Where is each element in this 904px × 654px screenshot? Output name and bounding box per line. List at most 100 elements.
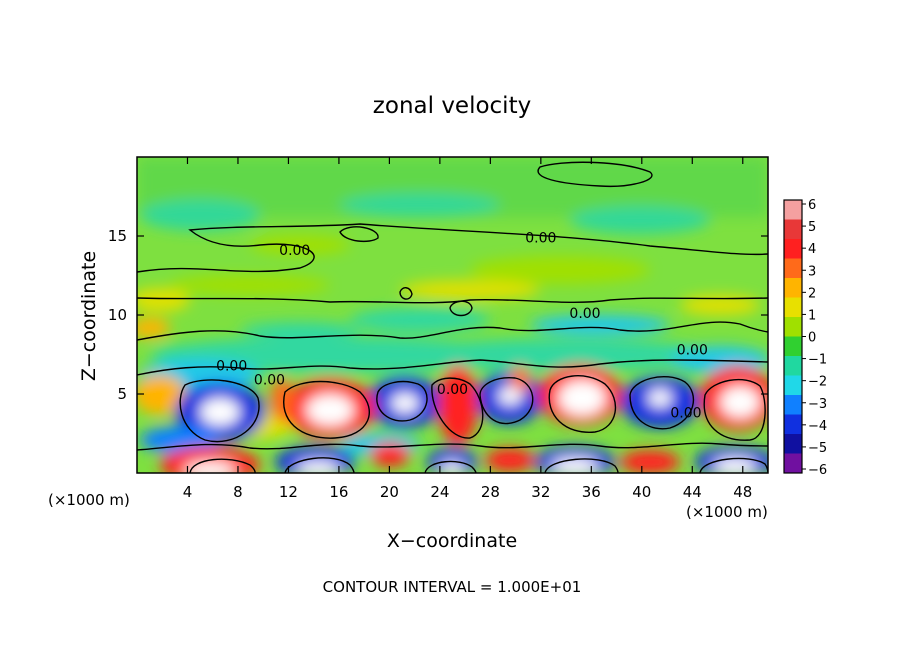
chart-title: zonal velocity [373, 93, 531, 119]
field-patch [296, 461, 340, 473]
colorbar-tick-label: −2 [808, 375, 827, 390]
colorbar-segment [784, 200, 802, 220]
field-patch [680, 295, 760, 315]
zero-contour-line [339, 226, 379, 243]
zero-contour-line [537, 161, 653, 188]
colorbar-segment [784, 414, 802, 435]
field-patch [438, 365, 478, 445]
colorbar-tick-label: 2 [808, 286, 816, 301]
colorbar-segment [784, 258, 802, 279]
zero-contour-line [137, 297, 768, 304]
x-tick-label: 4 [183, 483, 193, 501]
colorbar-segment [784, 434, 802, 454]
contour-label: 0.00 [670, 406, 701, 422]
field-patch [250, 235, 350, 255]
colorbar-segment [784, 317, 802, 337]
x-tick-label: 44 [683, 483, 702, 501]
colorbar-segment [784, 336, 802, 357]
zero-contour-line [137, 442, 768, 451]
field-patch [498, 387, 522, 405]
field-patch [713, 458, 757, 473]
field-patch [140, 199, 260, 231]
colorbar-tick-label: 6 [808, 198, 816, 213]
field-patch [440, 462, 464, 473]
x-tick-label: 28 [481, 483, 500, 501]
colorbar: 6 5 4 3 2 1 0 −1 −2 −3 −4 −5 −6 [783, 198, 827, 478]
field-patch [400, 339, 720, 371]
zero-contour-line [449, 300, 473, 317]
zero-contour-line [137, 321, 768, 341]
field-patch [558, 380, 606, 416]
field-patch [340, 193, 500, 217]
colorbar-segment [784, 278, 802, 298]
plot-area [137, 157, 768, 473]
contour-labels: 0.00 0.00 0.00 0.00 0.00 0.00 0.00 0.00 [216, 230, 708, 421]
colorbar-tick-label: 4 [808, 242, 816, 257]
x-tick-label: 8 [233, 483, 243, 501]
colorbar-tick-label: −6 [808, 463, 827, 478]
field-patch [485, 448, 535, 472]
contour-label: 0.00 [279, 243, 310, 259]
colorbar-segment [784, 297, 802, 318]
field-patch [137, 318, 170, 338]
y-tick-label: 5 [117, 385, 127, 403]
field-patch [400, 280, 540, 300]
zero-contour-line [544, 458, 619, 473]
colorbar-tick-label: −3 [808, 397, 827, 412]
x-tick-label: 36 [582, 483, 601, 501]
zero-contour-line [283, 380, 370, 439]
field-patch [720, 386, 760, 418]
x-tick-label: 32 [531, 483, 550, 501]
field-patch [240, 322, 360, 338]
contour-label: 0.00 [677, 343, 708, 359]
y-axis-ticks: 5 10 15 [108, 227, 768, 403]
zero-contour-line [189, 458, 256, 473]
x-unit-right: (×1000 m) [686, 503, 768, 521]
field-patch [170, 275, 330, 295]
zero-contour-line [548, 375, 617, 433]
y-tick-label: 15 [108, 227, 127, 245]
colorbar-tick-label: 3 [808, 264, 816, 279]
contour-label: 0.00 [254, 373, 285, 389]
field-patch [137, 288, 190, 312]
colorbar-segment [784, 239, 802, 259]
field-patch [470, 256, 650, 284]
contour-label: 0.00 [216, 358, 247, 374]
colorbar-tick-label: −4 [808, 419, 827, 434]
x-tick-label: 24 [430, 483, 449, 501]
zero-contour-line [137, 359, 768, 376]
zero-contour-line [431, 377, 484, 439]
colorbar-segment [784, 219, 802, 240]
zero-contour-line [179, 379, 260, 443]
colorbar-tick-label: 5 [808, 220, 816, 235]
field-patch [306, 394, 354, 426]
contour-label: 0.00 [525, 230, 556, 246]
x-tick-label: 48 [733, 483, 752, 501]
field-patch [184, 462, 236, 473]
contour-label: 0.00 [437, 382, 468, 398]
zero-contour-line [137, 223, 768, 273]
y-tick-label: 10 [108, 306, 127, 324]
field-patch [391, 393, 419, 413]
zero-contour-line [479, 377, 534, 425]
colorbar-segment [784, 356, 802, 376]
x-axis-label: X−coordinate [387, 530, 517, 552]
y-axis-label: Z−coordinate [78, 251, 100, 381]
colorbar-segment [784, 375, 802, 396]
x-tick-label: 20 [380, 483, 399, 501]
field-patch [570, 206, 710, 234]
velocity-field [137, 157, 768, 473]
zero-contour-line [629, 376, 695, 430]
x-unit-left: (×1000 m) [48, 491, 130, 509]
zero-contours [137, 161, 768, 473]
field-patch [140, 426, 220, 454]
field-patch [370, 443, 410, 467]
x-tick-label: 12 [279, 483, 298, 501]
field-patch [648, 389, 672, 407]
zero-contour-line [376, 380, 428, 422]
contour-interval-note: CONTOUR INTERVAL = 1.000E+01 [323, 578, 582, 596]
x-tick-label: 16 [329, 483, 348, 501]
colorbar-tick-label: 0 [808, 331, 816, 346]
zero-contour-line [284, 457, 355, 473]
